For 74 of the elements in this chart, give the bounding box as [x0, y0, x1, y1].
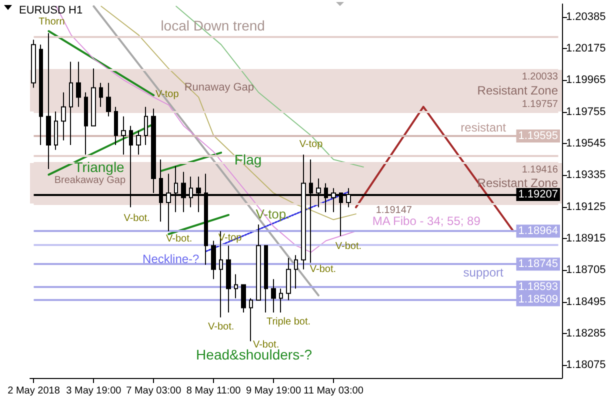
band-label: Resistant Zone	[477, 84, 558, 98]
annotation: V-top	[299, 138, 324, 150]
annotation: V-bot.	[124, 213, 150, 224]
x-tick-label: 9 May 19:00	[246, 386, 302, 396]
candlestick	[234, 274, 238, 299]
annotation: Triple bot.	[266, 316, 311, 328]
annotation: Thorn	[38, 16, 65, 28]
candlestick	[76, 61, 81, 108]
x-tick-label: 2 May 2018	[8, 386, 60, 396]
annotation: support	[463, 265, 504, 280]
ref-line-label: 1.19595	[518, 130, 558, 142]
y-tick-label: 1.19545	[566, 137, 606, 150]
annotation: resistant	[460, 120, 507, 135]
candlestick	[91, 68, 96, 126]
y-tick-label: 1.18075	[566, 359, 606, 372]
annotation: Neckline-?	[142, 252, 200, 266]
annotation: V-top.	[256, 206, 290, 222]
y-tick-label: 1.19335	[566, 169, 606, 182]
annotation: V-bot.	[310, 264, 336, 275]
ref-line-label: 1.18745	[518, 258, 558, 270]
ref-line-label: 1.19416	[522, 164, 558, 176]
candlestick	[114, 106, 118, 146]
candlestick	[99, 82, 103, 108]
annotation: Triangle	[74, 158, 125, 175]
ref-line-label: 1.20033	[522, 71, 558, 82]
candlestick	[136, 130, 141, 156]
ref-line-label: 1.19147	[376, 205, 412, 216]
annotation: V-bot.	[208, 321, 234, 332]
candlestick	[294, 254, 298, 290]
candlestick	[61, 92, 66, 141]
candlestick	[249, 298, 253, 342]
candlestick	[106, 82, 111, 117]
candlestick	[46, 32, 51, 170]
ref-line-label: 1.19757	[522, 99, 558, 110]
candlestick	[226, 245, 231, 314]
y-tick-label: 1.19755	[566, 106, 606, 118]
x-tick-label: 11 May 03:00	[304, 386, 364, 396]
y-tick-label: 1.19125	[566, 200, 606, 213]
candlestick	[271, 278, 276, 314]
candlestick	[211, 240, 216, 280]
candlestick	[264, 245, 268, 314]
annotation: MA Fibo - 34; 55; 89	[372, 214, 481, 228]
candlestick	[39, 44, 43, 146]
x-tick-label: 8 May 11:00	[186, 386, 242, 396]
candlestick	[279, 288, 283, 314]
annotation: V-bot.	[335, 240, 362, 252]
y-tick-label: 1.18705	[566, 264, 606, 276]
candlestick	[241, 284, 246, 314]
candlestick	[144, 106, 148, 146]
candlestick	[84, 92, 88, 156]
candlestick	[121, 116, 126, 156]
candlestick	[54, 111, 58, 150]
candlestick	[256, 224, 261, 301]
ref-line-label: 1.18964	[518, 225, 558, 238]
y-tick-label: 1.19965	[566, 74, 606, 86]
chart-title: EURUSD H1	[19, 4, 83, 16]
ref-line-label: 1.18593	[518, 281, 558, 294]
y-tick-label: 1.18285	[566, 328, 606, 340]
y-tick-label: 1.20385	[566, 10, 606, 23]
annotation: V-top	[155, 88, 180, 100]
candlestick	[31, 39, 36, 88]
candlestick	[69, 61, 73, 146]
y-tick-label: 1.20175	[566, 42, 606, 54]
annotation: Flag	[234, 151, 262, 168]
x-tick-label: 3 May 19:00	[66, 386, 122, 396]
annotation: V-bot.	[166, 233, 192, 244]
ref-line-label: 1.19207	[518, 188, 558, 200]
y-tick-label: 1.18915	[566, 232, 606, 245]
annotation: Head&shoulders-?	[196, 346, 312, 363]
annotation: Breakaway Gap	[54, 174, 126, 186]
x-tick-label: 7 May 03:00	[126, 386, 182, 396]
y-tick-label: 1.18495	[566, 296, 606, 308]
candlestick	[286, 257, 291, 301]
ref-line-label: 1.18509	[518, 294, 558, 306]
